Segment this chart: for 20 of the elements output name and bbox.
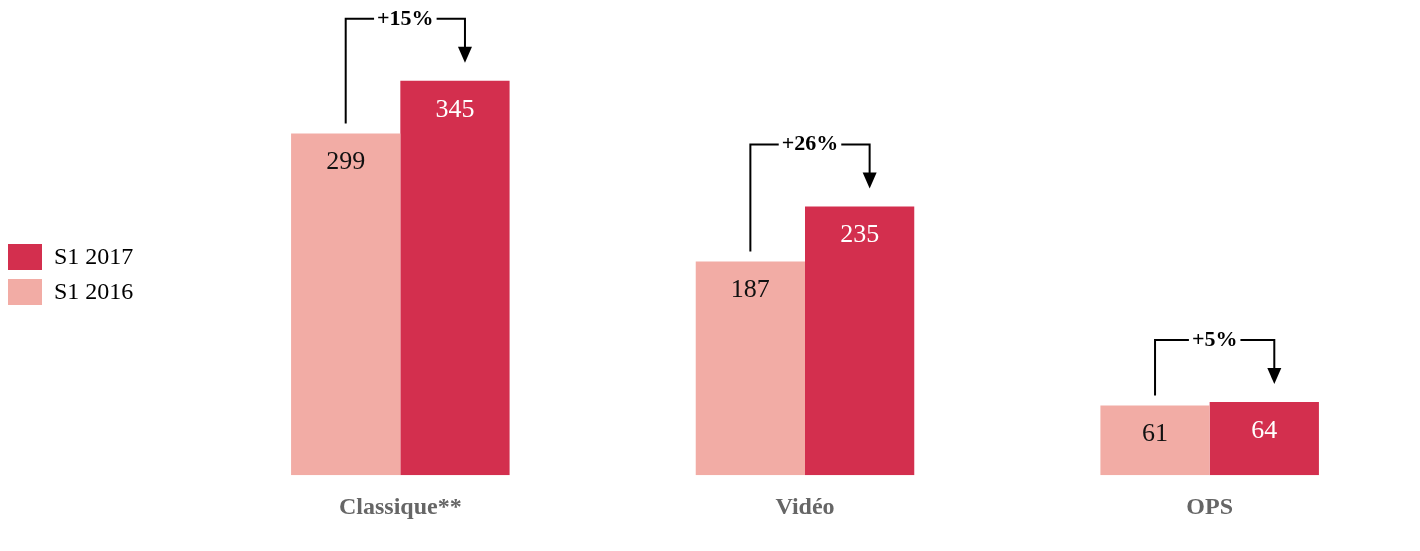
legend-label: S1 2016 <box>54 278 134 305</box>
annotation: +26% <box>781 130 839 156</box>
data-label: 235 <box>840 219 880 249</box>
x-tick-label: Vidéo <box>775 492 835 519</box>
bar <box>695 261 805 476</box>
bar <box>291 133 401 476</box>
text: +15% <box>377 4 434 30</box>
legend-label: S1 2017 <box>54 243 134 270</box>
bar <box>1209 402 1319 476</box>
annotation: +5% <box>1191 325 1238 351</box>
data-label: 345 <box>435 93 475 123</box>
data-label: 61 <box>1142 418 1169 448</box>
bar <box>400 80 510 476</box>
x-tick-label: OPS <box>1186 492 1234 519</box>
bar <box>805 206 915 476</box>
data-label: 299 <box>326 146 366 176</box>
data-label: 187 <box>730 274 770 304</box>
x-tick-label: Classique** <box>338 492 462 519</box>
data-label: 64 <box>1251 414 1278 444</box>
bar <box>1100 405 1210 476</box>
